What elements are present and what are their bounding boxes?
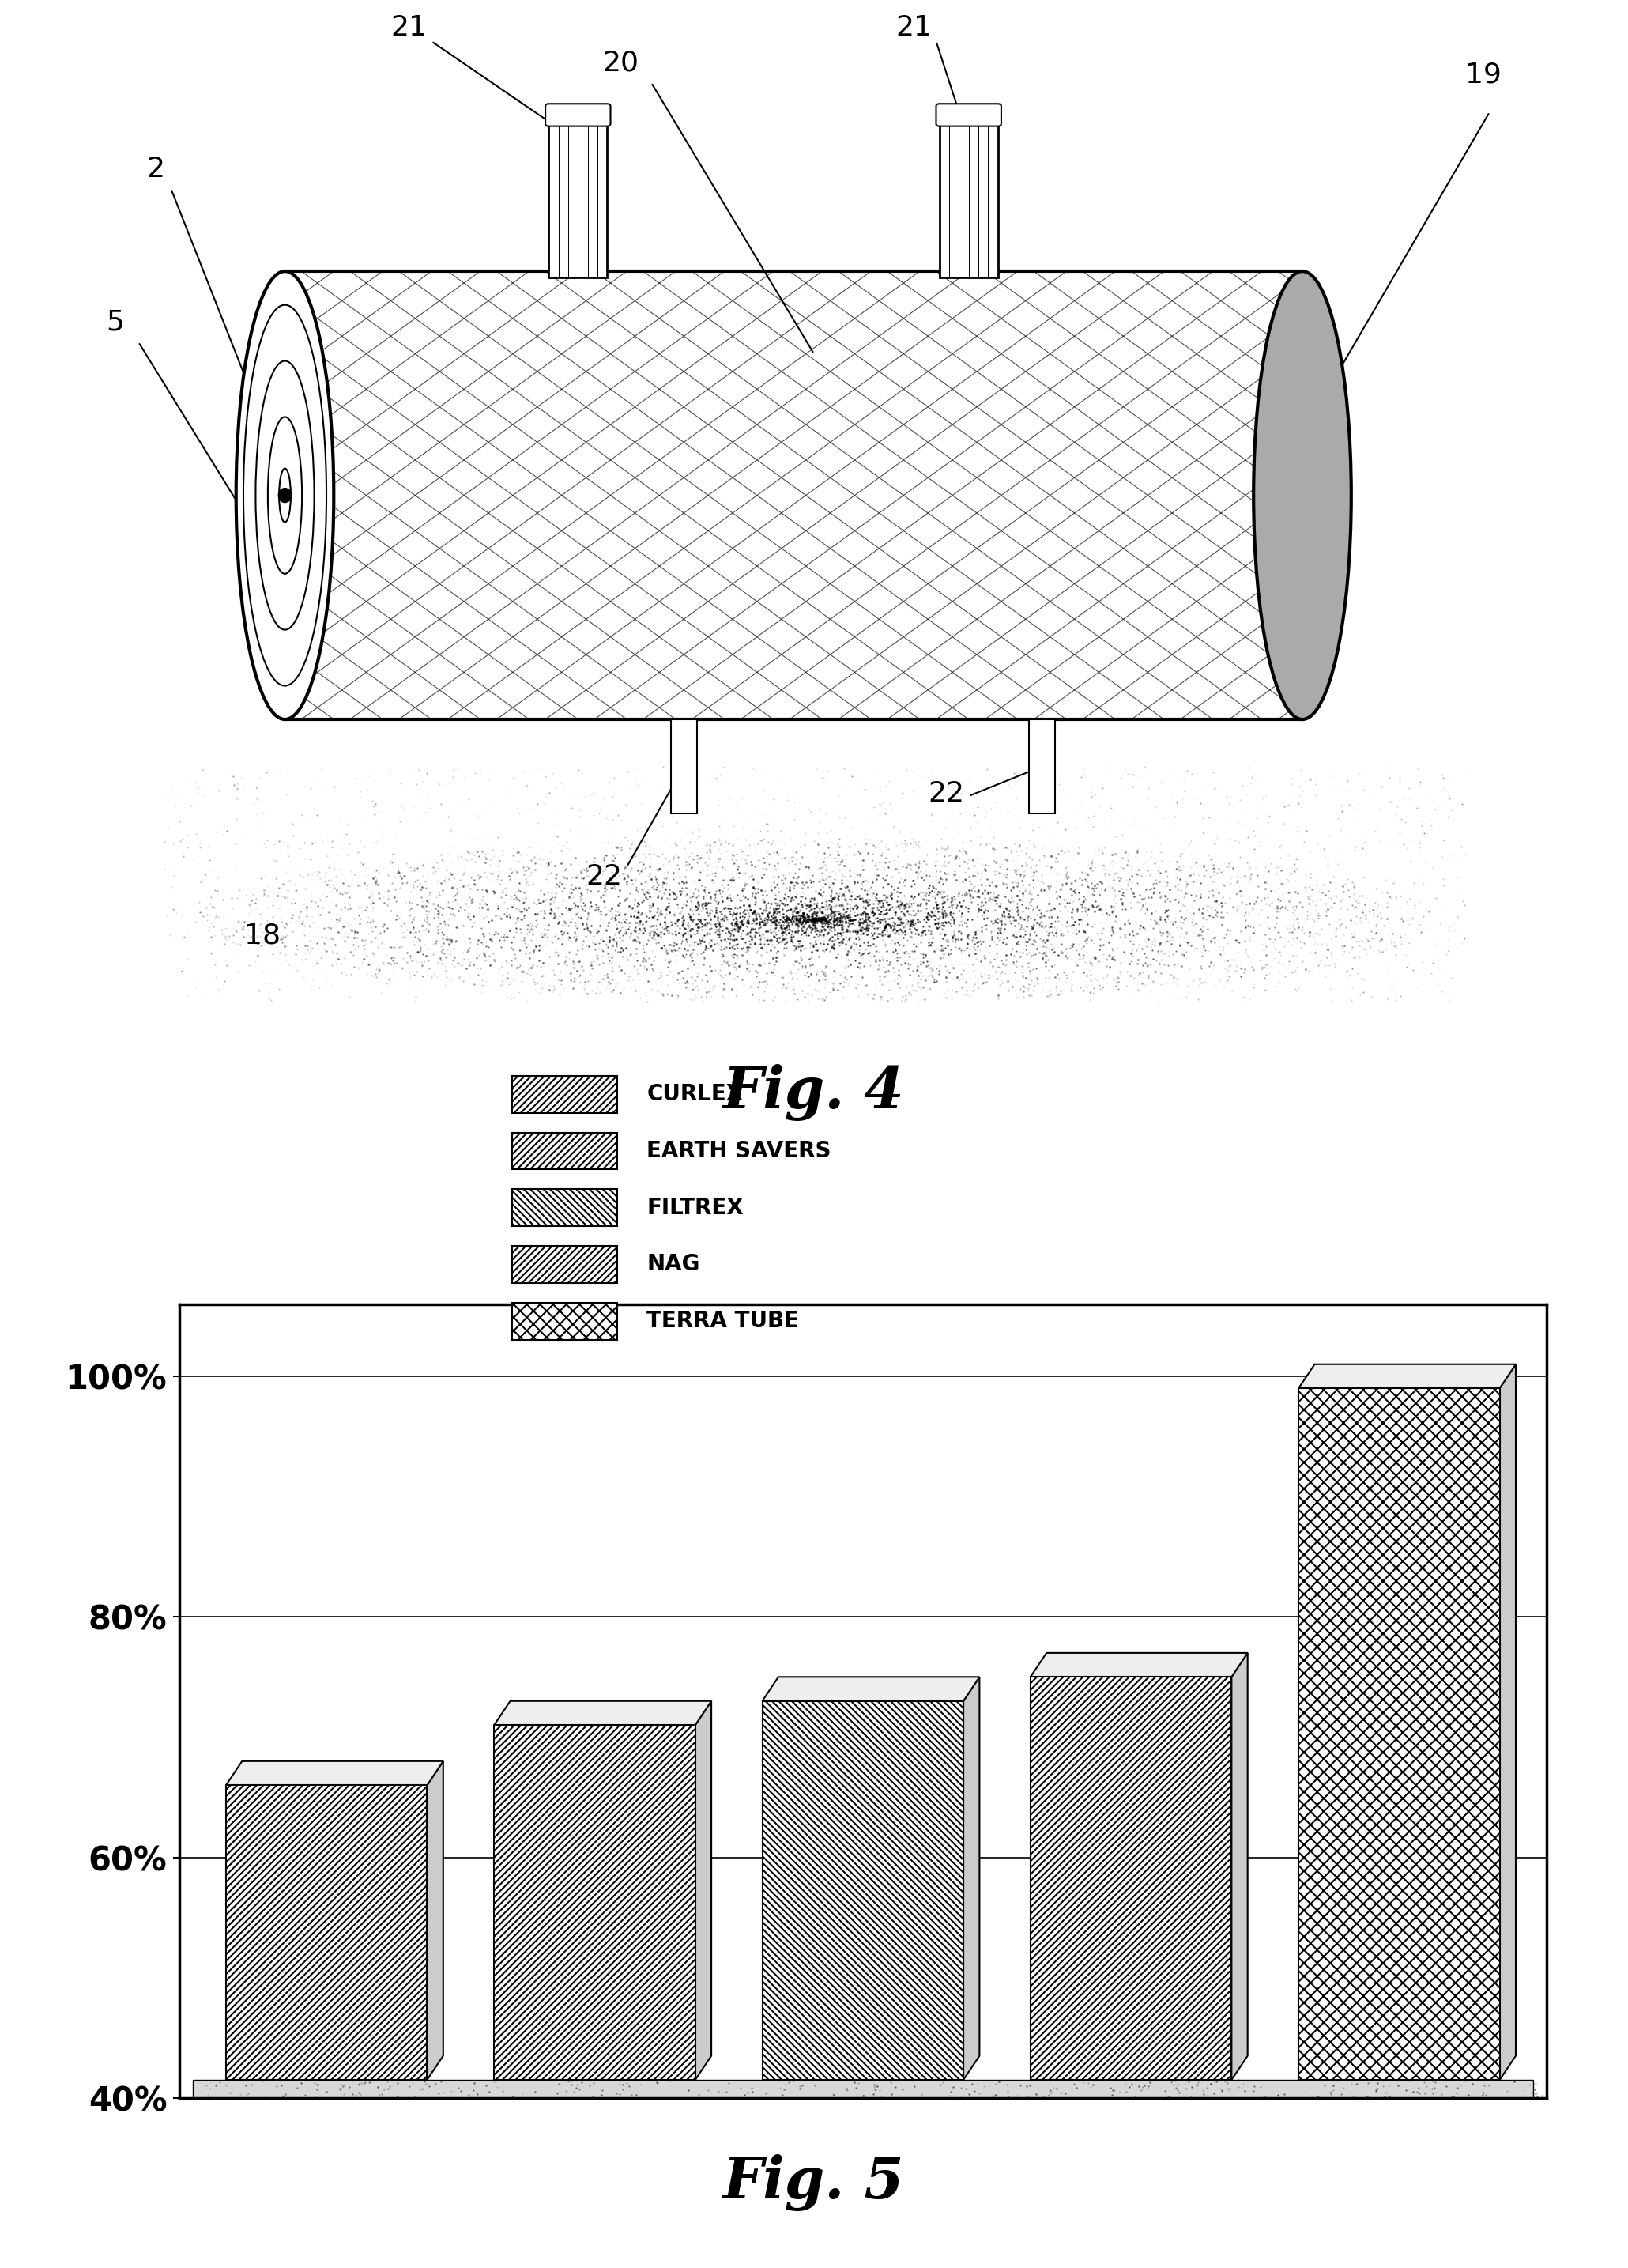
Text: TERRA TUBE: TERRA TUBE [646, 1311, 799, 1331]
Polygon shape [226, 1762, 443, 1785]
Text: FILTREX: FILTREX [646, 1198, 744, 1218]
Ellipse shape [1254, 272, 1351, 719]
Polygon shape [495, 1701, 711, 1726]
Polygon shape [1299, 1365, 1516, 1388]
Bar [671, 719, 697, 814]
Bar [511, 1302, 617, 1340]
Polygon shape [1231, 1653, 1247, 2080]
Bar [762, 1701, 964, 2080]
Polygon shape [427, 1762, 443, 2080]
Text: 2: 2 [147, 156, 164, 181]
Bar [549, 125, 607, 277]
Bar [511, 1245, 617, 1284]
Text: CURLEX: CURLEX [646, 1084, 742, 1105]
Bar [1029, 719, 1055, 814]
Polygon shape [964, 1676, 980, 2080]
Text: 19: 19 [1465, 61, 1501, 88]
Text: 22: 22 [586, 864, 622, 889]
Text: 21: 21 [391, 14, 427, 41]
Bar [495, 1726, 695, 2080]
FancyBboxPatch shape [192, 2080, 1534, 2105]
Text: 18: 18 [244, 923, 280, 948]
Text: 22: 22 [928, 780, 964, 807]
Ellipse shape [236, 272, 334, 719]
Bar [1031, 1676, 1231, 2080]
Polygon shape [695, 1701, 711, 2080]
Text: EARTH SAVERS: EARTH SAVERS [646, 1141, 832, 1161]
Text: Fig. 5: Fig. 5 [723, 2155, 905, 2211]
Text: NAG: NAG [646, 1254, 700, 1275]
Bar [285, 272, 1302, 719]
Text: Fig. 4: Fig. 4 [723, 1064, 905, 1120]
Polygon shape [1031, 1653, 1247, 1676]
Bar [511, 1075, 617, 1114]
FancyBboxPatch shape [545, 104, 610, 127]
Bar [1299, 1388, 1499, 2080]
Polygon shape [762, 1676, 980, 1701]
Polygon shape [1499, 1365, 1516, 2080]
Text: 21: 21 [895, 14, 931, 41]
FancyBboxPatch shape [936, 104, 1001, 127]
Bar [226, 1785, 427, 2080]
Bar [511, 1132, 617, 1170]
Text: 20: 20 [602, 50, 638, 77]
Bar [511, 1188, 617, 1227]
Bar [939, 125, 998, 277]
Text: 5: 5 [106, 308, 124, 336]
Ellipse shape [278, 488, 291, 503]
